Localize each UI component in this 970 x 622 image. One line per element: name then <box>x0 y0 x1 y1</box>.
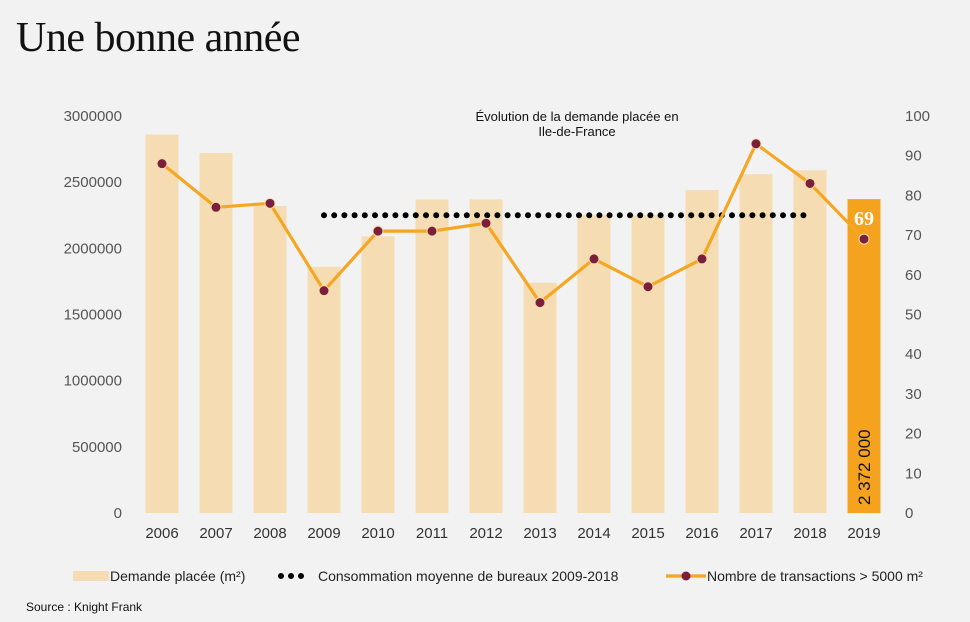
x-tick-2019: 2019 <box>847 525 880 542</box>
transactions-point-2008 <box>264 197 276 209</box>
x-tick-2008: 2008 <box>253 525 286 542</box>
y-left-tick-500000: 500000 <box>72 439 122 456</box>
x-tick-2017: 2017 <box>739 525 772 542</box>
annotations-group: 2 372 000 69 <box>854 208 874 505</box>
transactions-point-2016 <box>696 253 708 265</box>
transactions-point-2009 <box>318 285 330 297</box>
y-right-tick-30: 30 <box>905 386 922 403</box>
bar-2006 <box>145 134 179 513</box>
x-tick-2015: 2015 <box>631 525 664 542</box>
legend-dotted-label: Consommation moyenne de bureaux 2009-201… <box>318 568 619 584</box>
bar-2019 <box>847 199 881 513</box>
transactions-point-2018 <box>804 177 816 189</box>
bar-2017 <box>739 174 773 513</box>
page-title: Une bonne année <box>16 15 301 61</box>
y-right-tick-0: 0 <box>905 505 913 522</box>
x-tick-2010: 2010 <box>361 525 394 542</box>
y-right-tick-80: 80 <box>905 187 922 204</box>
bar-2015 <box>631 215 665 513</box>
transactions-point-2012 <box>480 217 492 229</box>
x-tick-2009: 2009 <box>307 525 340 542</box>
chart-title-line-1: Évolution de la demande placée en <box>475 109 678 124</box>
x-tick-2013: 2013 <box>523 525 556 542</box>
y-left-tick-3000000: 3000000 <box>64 108 122 125</box>
y-right-tick-100: 100 <box>905 108 930 125</box>
transactions-point-2007 <box>210 201 222 213</box>
x-tick-2007: 2007 <box>199 525 232 542</box>
y-right-tick-90: 90 <box>905 148 922 165</box>
legend: Demande placée (m²) Consommation moyenne … <box>73 568 923 584</box>
transactions-point-2006 <box>156 158 168 170</box>
transactions-line <box>156 138 870 309</box>
axes-group: 0 500000 1000000 1500000 2000000 2500000 30000… <box>64 108 930 542</box>
bar-2011 <box>415 199 449 513</box>
y-left-tick-1500000: 1500000 <box>64 307 122 324</box>
y-right-tick-10: 10 <box>905 465 922 482</box>
x-tick-2014: 2014 <box>577 525 610 542</box>
transactions-point-2013 <box>534 297 546 309</box>
legend-bar-swatch <box>73 571 109 581</box>
bar-2013 <box>523 282 557 513</box>
source-note: Source : Knight Frank <box>26 600 143 614</box>
y-right-tick-20: 20 <box>905 426 922 443</box>
x-tick-2006: 2006 <box>145 525 178 542</box>
x-tick-2018: 2018 <box>793 525 826 542</box>
y-left-tick-1000000: 1000000 <box>64 373 122 390</box>
x-tick-2011: 2011 <box>416 525 448 542</box>
bar-2016 <box>685 190 719 513</box>
chart-title-line-2: Ile-de-France <box>538 124 615 139</box>
transactions-point-2017 <box>750 138 762 150</box>
bar-2019-value-label: 2 372 000 <box>855 429 874 505</box>
x-tick-2012: 2012 <box>469 525 502 542</box>
transactions-polyline <box>160 142 866 305</box>
transactions-point-2014 <box>588 253 600 265</box>
legend-line-label: Nombre de transactions > 5000 m² <box>707 568 923 584</box>
legend-bar-label: Demande placée (m²) <box>110 568 245 584</box>
y-right-tick-60: 60 <box>905 267 922 284</box>
transactions-point-2019 <box>858 233 870 245</box>
bar-2009 <box>307 266 341 513</box>
transactions-point-2015 <box>642 281 654 293</box>
legend-line-marker <box>681 571 691 581</box>
y-left-tick-2500000: 2500000 <box>64 174 122 191</box>
y-right-tick-70: 70 <box>905 227 922 244</box>
transactions-point-2011 <box>426 225 438 237</box>
y-right-tick-50: 50 <box>905 307 922 324</box>
y-left-tick-0: 0 <box>114 505 122 522</box>
bar-2010 <box>361 236 395 513</box>
y-left-tick-2000000: 2000000 <box>64 240 122 257</box>
point-2019-value-label: 69 <box>854 208 874 230</box>
bar-2008 <box>253 205 287 513</box>
bar-2007 <box>199 153 233 513</box>
bar-2012 <box>469 199 503 513</box>
y-right-tick-40: 40 <box>905 346 922 363</box>
x-tick-2016: 2016 <box>685 525 718 542</box>
bar-2018 <box>793 170 827 514</box>
transactions-point-2010 <box>372 225 384 237</box>
bars-group <box>145 134 881 514</box>
